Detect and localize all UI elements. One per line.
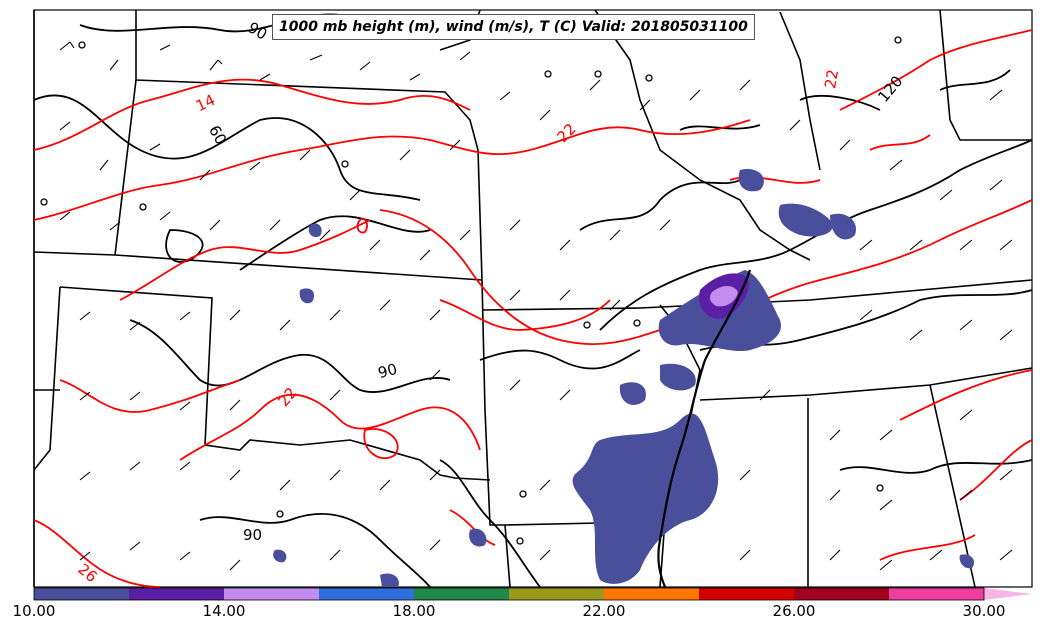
colorbar-segment (604, 588, 699, 600)
calm-wind-markers (40, 36, 902, 545)
colorbar-tick-label: 22.00 (582, 602, 626, 620)
temperature-contours (33, 29, 1033, 588)
colorbar-segment (414, 588, 509, 600)
colorbar-extension-arrow (984, 588, 1032, 600)
wind-barbs (59, 41, 1013, 571)
colorbar-tick-label: 10.00 (12, 602, 56, 620)
map-title: 1000 mb height (m), wind (m/s), T (C) Va… (272, 14, 755, 40)
colorbar-segment (224, 588, 319, 600)
colorbar-border (33, 587, 985, 601)
colorbar-tick-label: 14.00 (202, 602, 246, 620)
colorbar-segment (509, 588, 604, 600)
colorbar-segment (129, 588, 224, 600)
colorbar-segment (319, 588, 414, 600)
colorbar-segment (794, 588, 889, 600)
colorbar-tick-label: 26.00 (772, 602, 816, 620)
colorbar-tick-label: 18.00 (392, 602, 436, 620)
colorbar-segment (34, 588, 129, 600)
heavy-precip-peak (709, 286, 738, 307)
colorbar-segment (889, 588, 984, 600)
temperature-label: 22 (821, 68, 843, 90)
map-frame (33, 9, 1033, 588)
colorbar-tick-label: 30.00 (962, 602, 1006, 620)
colorbar-segment (699, 588, 794, 600)
colorbar (33, 587, 1032, 601)
height-label: 90 (243, 526, 263, 544)
river-line (657, 269, 752, 588)
